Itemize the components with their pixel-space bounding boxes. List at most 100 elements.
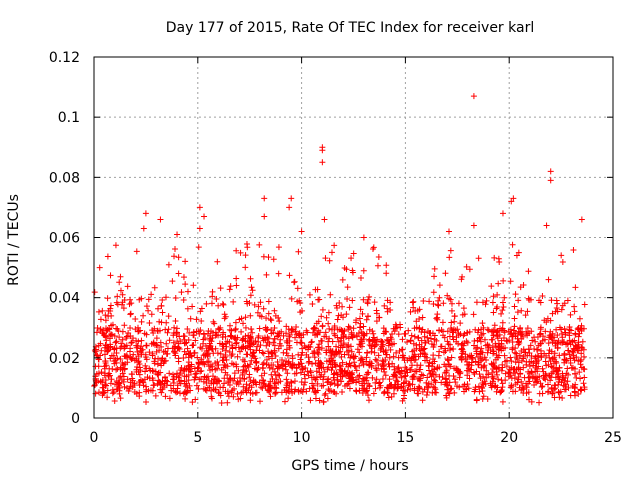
data-point (515, 249, 522, 256)
data-point (507, 278, 514, 285)
data-point (299, 349, 306, 356)
data-point (165, 326, 172, 333)
data-point (426, 298, 433, 305)
data-point (339, 328, 346, 335)
data-point (552, 374, 559, 381)
data-point (295, 248, 302, 255)
data-point (567, 311, 574, 318)
data-point (210, 318, 217, 325)
data-point (359, 389, 366, 396)
data-point (239, 371, 246, 378)
data-point (360, 323, 367, 330)
data-point (220, 357, 227, 364)
data-point (564, 340, 571, 347)
data-point (525, 295, 532, 302)
data-point (484, 396, 491, 403)
data-point (434, 314, 441, 321)
data-point (572, 331, 579, 338)
data-point (327, 347, 334, 354)
data-point (263, 271, 270, 278)
data-point (129, 355, 136, 362)
data-point (345, 347, 352, 354)
data-point (524, 325, 531, 332)
data-point (157, 369, 164, 376)
data-point (364, 392, 371, 399)
data-point (283, 330, 290, 337)
data-point (476, 388, 483, 395)
data-point (308, 338, 315, 345)
y-tick-label: 0.1 (58, 110, 80, 126)
data-point (238, 328, 245, 335)
data-point (289, 390, 296, 397)
data-point (386, 376, 393, 383)
data-point (356, 315, 363, 322)
data-point (536, 297, 543, 304)
data-point (321, 368, 328, 375)
data-point (490, 360, 497, 367)
data-point (271, 325, 278, 332)
data-point (101, 363, 108, 370)
data-point (338, 342, 345, 349)
data-point (247, 312, 254, 319)
data-point (521, 349, 528, 356)
data-point (469, 355, 476, 362)
data-point (465, 385, 472, 392)
data-point (446, 254, 453, 261)
data-point (575, 357, 582, 364)
data-point (142, 368, 149, 375)
data-point (346, 324, 353, 331)
data-point (389, 331, 396, 338)
data-point (198, 345, 205, 352)
data-point (331, 389, 338, 396)
data-point (116, 374, 123, 381)
data-point (292, 334, 299, 341)
data-point (243, 381, 250, 388)
data-point (473, 350, 480, 357)
data-point (322, 390, 329, 397)
data-point (114, 293, 121, 300)
data-point (346, 360, 353, 367)
data-point (171, 348, 178, 355)
data-point (418, 328, 425, 335)
data-point (528, 368, 535, 375)
data-point (234, 353, 241, 360)
data-point (445, 357, 452, 364)
data-point (344, 295, 351, 302)
data-point (163, 340, 170, 347)
data-point (446, 390, 453, 397)
data-point (324, 395, 331, 402)
data-point (182, 395, 189, 402)
data-point (196, 225, 203, 232)
data-point (200, 378, 207, 385)
data-point (107, 335, 114, 342)
data-point (172, 246, 179, 253)
data-point (117, 273, 124, 280)
data-point (307, 397, 314, 404)
data-point (311, 349, 318, 356)
data-point (422, 357, 429, 364)
data-point (286, 272, 293, 279)
data-point (304, 368, 311, 375)
x-tick-label: 20 (500, 430, 518, 446)
data-point (185, 366, 192, 373)
data-point (475, 255, 482, 262)
data-point (132, 326, 139, 333)
data-point (346, 385, 353, 392)
data-point (185, 337, 192, 344)
data-point (345, 335, 352, 342)
data-point (193, 370, 200, 377)
data-point (208, 387, 215, 394)
data-points (91, 93, 588, 406)
data-point (298, 352, 305, 359)
data-point (326, 325, 333, 332)
data-point (118, 340, 125, 347)
data-point (442, 378, 449, 385)
y-tick-label: 0.12 (49, 50, 80, 66)
data-point (300, 331, 307, 338)
data-point (334, 334, 341, 341)
data-point (255, 332, 262, 339)
data-point (411, 385, 418, 392)
data-point (425, 328, 432, 335)
data-point (230, 377, 237, 384)
data-point (470, 93, 477, 100)
